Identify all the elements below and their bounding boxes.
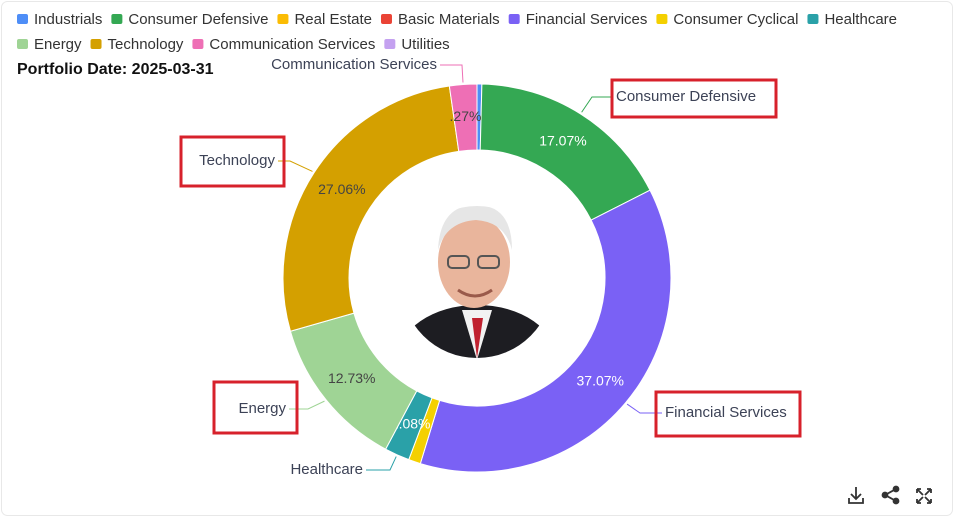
leader-line xyxy=(366,456,397,471)
highlight-box xyxy=(654,390,802,438)
data-label: 12.73% xyxy=(328,370,375,386)
legend-swatch xyxy=(384,39,396,49)
photo xyxy=(401,206,553,358)
legend-label: Financial Services xyxy=(526,11,648,28)
legend-item: Financial Services xyxy=(508,11,648,28)
legend-item: Energy xyxy=(17,36,82,53)
outer-label: Energy xyxy=(238,400,286,417)
legend-swatch xyxy=(380,14,392,24)
data-label: .27% xyxy=(450,108,482,124)
share-icon[interactable] xyxy=(881,485,900,505)
legend-item: Communication Services xyxy=(192,36,375,53)
donut-slice xyxy=(419,189,672,473)
outer-label: Consumer Defensive xyxy=(616,88,756,105)
outer-label: Technology xyxy=(199,152,275,169)
highlight-box xyxy=(179,135,286,188)
legend-label: Basic Materials xyxy=(398,11,500,28)
leader-line xyxy=(581,96,613,113)
legend-item: Consumer Cyclical xyxy=(656,11,798,28)
legend-item: Industrials xyxy=(17,11,102,28)
legend-swatch xyxy=(807,14,819,24)
legend-item: Basic Materials xyxy=(380,11,500,28)
chart-title: Portfolio Date: 2025-03-31 xyxy=(17,61,214,78)
toolbar xyxy=(848,485,932,505)
legend-swatch xyxy=(277,14,289,24)
legend-label: Energy xyxy=(34,36,82,53)
legend-label: Communication Services xyxy=(209,36,375,53)
legend-swatch xyxy=(656,14,668,24)
outer-label: Healthcare xyxy=(290,461,363,478)
legend-label: Utilities xyxy=(401,36,449,53)
legend-swatch xyxy=(111,14,123,24)
legend-swatch xyxy=(17,14,28,24)
leader-line xyxy=(289,400,325,410)
legend-label: Consumer Cyclical xyxy=(673,11,798,28)
legend-label: Technology xyxy=(108,36,184,53)
legend-label: Industrials xyxy=(34,11,102,28)
legend-swatch xyxy=(192,39,204,49)
legend-item: Technology xyxy=(90,36,184,53)
legend-item: Real Estate xyxy=(277,11,372,28)
outer-label: Financial Services xyxy=(665,404,787,421)
legend-item: Consumer Defensive xyxy=(111,11,268,28)
data-label: 37.07% xyxy=(577,372,624,388)
highlight-box xyxy=(212,380,299,435)
legend-label: Consumer Defensive xyxy=(128,11,268,28)
donut-slice xyxy=(282,85,460,332)
legend-swatch xyxy=(90,39,102,49)
legend-label: Healthcare xyxy=(824,11,897,28)
donut-slice xyxy=(448,83,478,152)
data-label: 27.06% xyxy=(318,181,365,197)
legend-swatch xyxy=(508,14,520,24)
legend-swatch xyxy=(17,39,28,49)
leader-line xyxy=(440,64,464,83)
leader-line xyxy=(278,160,313,172)
legend-label: Real Estate xyxy=(294,11,372,28)
outer-label: Communication Services xyxy=(271,56,437,73)
fullscreen-icon[interactable] xyxy=(916,488,932,504)
legend-item: Utilities xyxy=(384,36,450,53)
legend-item: Healthcare xyxy=(807,11,897,28)
highlight-box xyxy=(610,78,778,119)
download-icon[interactable] xyxy=(848,487,864,504)
data-label: 17.07% xyxy=(539,133,586,149)
